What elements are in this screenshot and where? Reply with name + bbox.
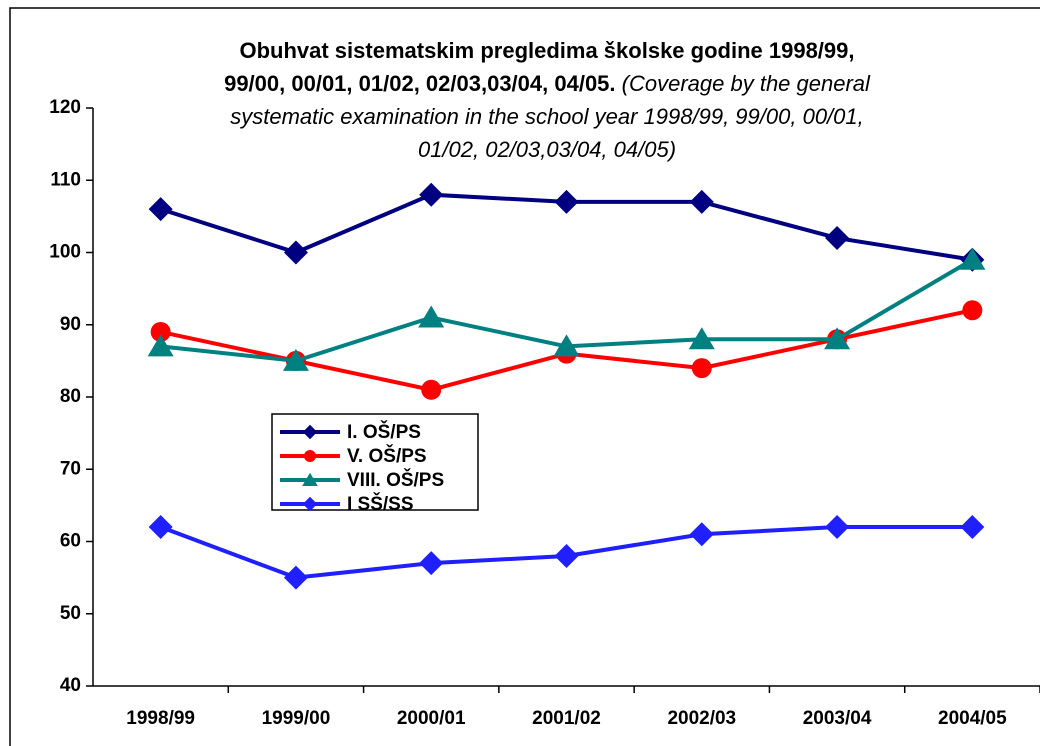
x-tick-label: 2003/04 — [803, 708, 872, 729]
data-point — [825, 226, 850, 251]
data-point — [148, 197, 173, 222]
data-point — [419, 182, 444, 207]
data-point — [688, 327, 715, 350]
data-point — [962, 300, 983, 321]
data-point — [147, 334, 174, 357]
x-tick-label: 1999/00 — [262, 708, 331, 729]
legend-label: VIII. OŠ/PS — [347, 469, 444, 491]
y-tick-label: 120 — [49, 97, 81, 118]
legend-marker — [302, 496, 318, 512]
y-tick-label: 100 — [49, 242, 81, 263]
data-point — [418, 305, 445, 328]
x-tick-label: 2000/01 — [397, 708, 466, 729]
y-tick-label: 80 — [60, 386, 81, 407]
y-tick-label: 70 — [60, 458, 81, 479]
legend-marker — [304, 450, 316, 462]
data-point — [689, 189, 714, 214]
data-point — [554, 543, 579, 568]
legend-marker — [302, 472, 318, 486]
data-point — [282, 348, 309, 371]
y-tick-label: 90 — [60, 314, 81, 335]
data-point — [825, 515, 850, 540]
data-point — [419, 551, 444, 576]
data-point — [691, 358, 712, 379]
data-point — [283, 565, 308, 590]
legend-label: I SŠ/SS — [347, 493, 414, 515]
x-tick-label: 1998/99 — [126, 708, 195, 729]
data-point — [553, 334, 580, 357]
legend-label: I. OŠ/PS — [347, 421, 421, 443]
chart-title-block: Obuhvat sistematskim pregledima školske … — [222, 34, 872, 166]
y-tick-label: 40 — [60, 675, 81, 696]
legend-label: V. OŠ/PS — [347, 445, 427, 467]
data-point — [148, 515, 173, 540]
x-tick-label: 2004/05 — [938, 708, 1007, 729]
data-point — [421, 379, 442, 400]
x-tick-label: 2002/03 — [667, 708, 736, 729]
chart-subtitle: (Coverage by the general systematic exam… — [230, 71, 870, 162]
data-point — [283, 240, 308, 265]
data-point — [150, 321, 171, 342]
data-point — [959, 247, 986, 270]
chart-border — [9, 7, 1040, 746]
x-tick-label: 2001/02 — [532, 708, 601, 729]
y-tick-label: 60 — [60, 531, 81, 552]
data-point — [824, 327, 851, 350]
data-point — [554, 189, 579, 214]
data-point — [689, 522, 714, 547]
y-tick-label: 110 — [50, 169, 81, 190]
legend-marker — [302, 424, 318, 440]
chart-title: Obuhvat sistematskim pregledima školske … — [224, 38, 855, 96]
data-point — [960, 515, 985, 540]
y-tick-label: 50 — [60, 603, 81, 624]
